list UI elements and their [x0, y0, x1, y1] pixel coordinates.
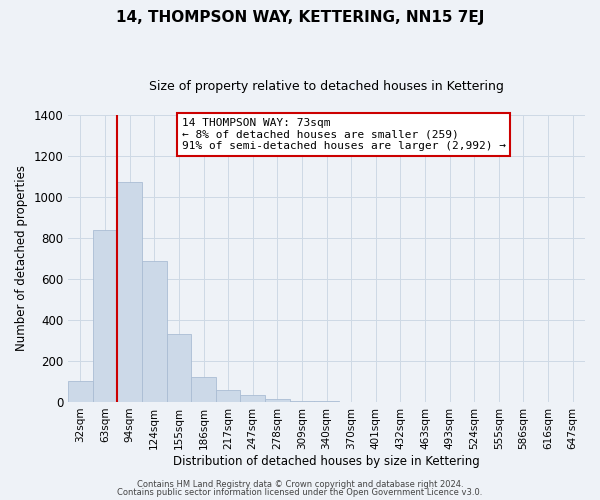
X-axis label: Distribution of detached houses by size in Kettering: Distribution of detached houses by size … [173, 454, 480, 468]
Bar [118, 182, 142, 402]
Bar [241, 396, 265, 402]
Bar [142, 260, 167, 402]
Text: Contains public sector information licensed under the Open Government Licence v3: Contains public sector information licen… [118, 488, 482, 497]
Bar [167, 334, 191, 402]
Bar [93, 230, 118, 402]
Text: Contains HM Land Registry data © Crown copyright and database right 2024.: Contains HM Land Registry data © Crown c… [137, 480, 463, 489]
Text: 14 THOMPSON WAY: 73sqm
← 8% of detached houses are smaller (259)
91% of semi-det: 14 THOMPSON WAY: 73sqm ← 8% of detached … [182, 118, 506, 151]
Bar [265, 398, 290, 402]
Bar [216, 390, 241, 402]
Text: 14, THOMPSON WAY, KETTERING, NN15 7EJ: 14, THOMPSON WAY, KETTERING, NN15 7EJ [116, 10, 484, 25]
Bar [290, 401, 314, 402]
Bar [68, 382, 93, 402]
Y-axis label: Number of detached properties: Number of detached properties [15, 166, 28, 352]
Bar [191, 378, 216, 402]
Title: Size of property relative to detached houses in Kettering: Size of property relative to detached ho… [149, 80, 504, 93]
